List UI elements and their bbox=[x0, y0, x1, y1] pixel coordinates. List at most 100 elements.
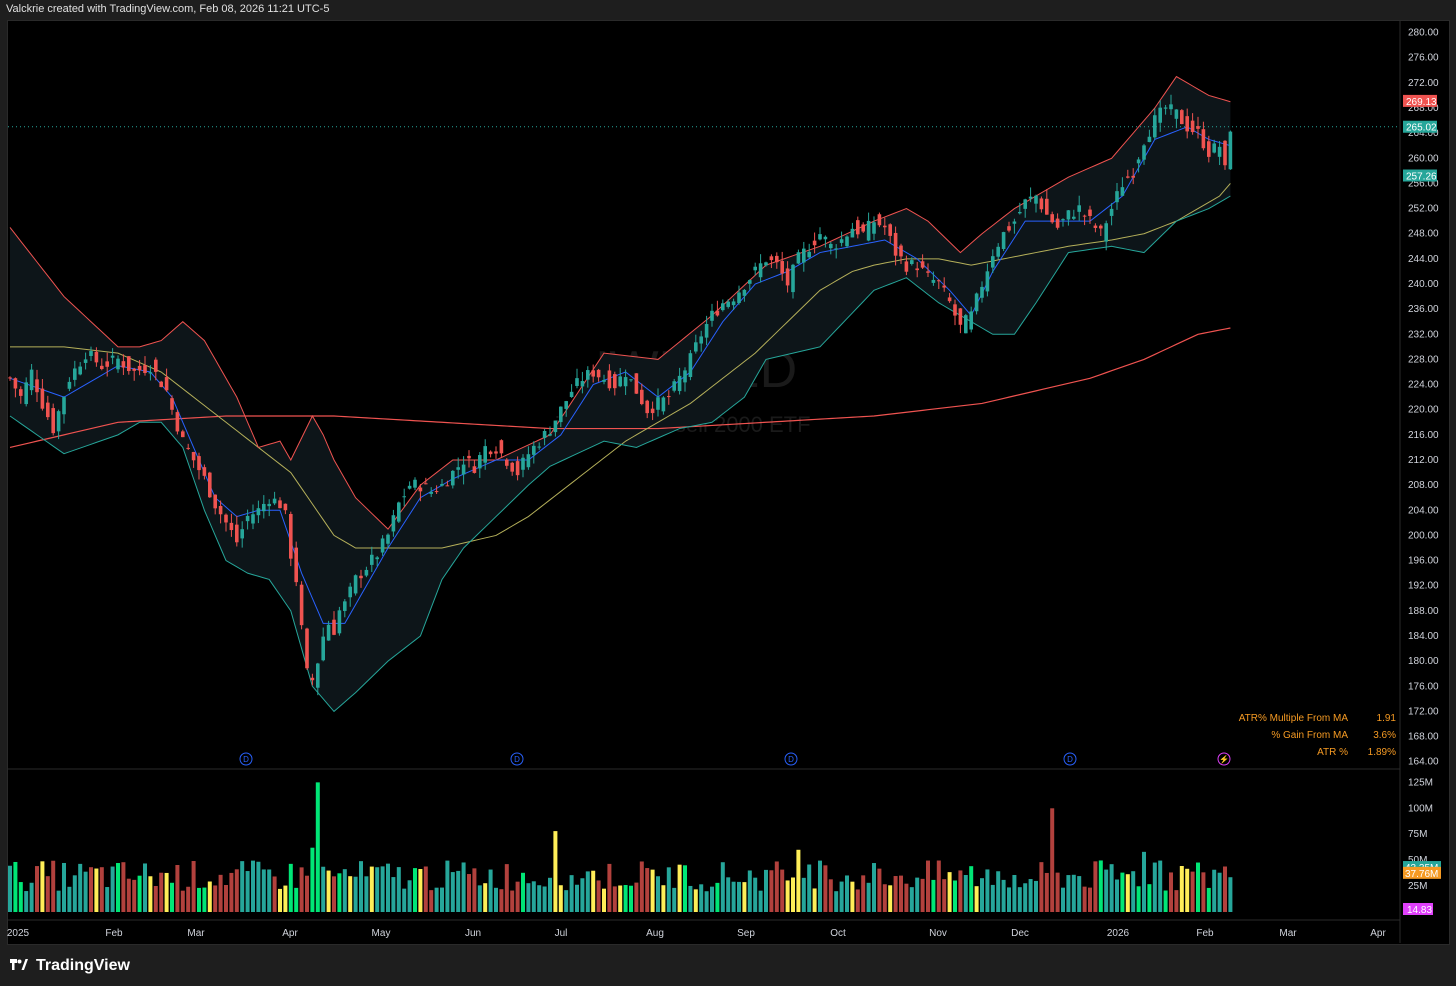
volume-bar bbox=[537, 885, 542, 912]
candle-body bbox=[640, 389, 644, 405]
volume-bar bbox=[1158, 860, 1163, 912]
tradingview-footer[interactable]: TradingView bbox=[8, 955, 130, 977]
price-tick-label: 224.00 bbox=[1408, 380, 1439, 391]
volume-bar bbox=[828, 879, 833, 912]
volume-bar bbox=[467, 874, 471, 912]
volume-bar bbox=[224, 885, 228, 912]
stat-label: % Gain From MA bbox=[1271, 730, 1348, 741]
volume-bar bbox=[515, 881, 520, 912]
candle-body bbox=[364, 569, 369, 576]
candle-body bbox=[753, 266, 757, 271]
volume-bar bbox=[969, 866, 974, 912]
volume-bar bbox=[288, 863, 293, 912]
candle-body bbox=[272, 498, 277, 504]
candle-body bbox=[694, 342, 698, 352]
candle-body bbox=[380, 538, 385, 553]
volume-bar bbox=[656, 876, 660, 912]
candle-body bbox=[505, 459, 509, 466]
candle-body bbox=[683, 370, 687, 383]
candle-body bbox=[29, 369, 34, 391]
time-tick-label: Apr bbox=[1370, 928, 1386, 939]
time-tick-label: Apr bbox=[282, 928, 298, 939]
volume-bar bbox=[94, 868, 99, 912]
earnings-marker-label: ⚡ bbox=[1219, 754, 1229, 764]
candle-body bbox=[267, 503, 271, 507]
volume-bar bbox=[980, 878, 984, 912]
volume-bar bbox=[1212, 869, 1217, 912]
volume-bar bbox=[24, 891, 29, 912]
volume-bar bbox=[531, 881, 536, 912]
volume-bar bbox=[305, 875, 309, 912]
candle-body bbox=[796, 252, 801, 264]
candle-body bbox=[181, 431, 185, 438]
candle-body bbox=[332, 619, 336, 635]
volume-bar bbox=[456, 870, 461, 912]
candle-body bbox=[532, 445, 536, 455]
time-tick-label: Sep bbox=[737, 928, 755, 939]
candle-body bbox=[1136, 159, 1141, 164]
volume-bar bbox=[1050, 808, 1055, 912]
candle-body bbox=[866, 220, 871, 241]
volume-tick-label: 50M bbox=[1408, 855, 1427, 866]
price-tick-label: 232.00 bbox=[1408, 329, 1439, 340]
candle-body bbox=[1045, 198, 1049, 215]
volume-bar bbox=[342, 869, 347, 912]
candle-body bbox=[996, 246, 1000, 257]
candle-body bbox=[823, 236, 828, 240]
candle-body bbox=[521, 457, 525, 470]
candle-body bbox=[623, 377, 628, 387]
candle-body bbox=[775, 255, 779, 263]
volume-bar bbox=[769, 870, 774, 912]
candle-body bbox=[731, 301, 736, 306]
candle-body bbox=[127, 356, 131, 372]
volume-bar bbox=[1163, 890, 1168, 912]
price-tick-label: 272.00 bbox=[1408, 78, 1439, 89]
tradingview-logo-icon bbox=[10, 959, 28, 970]
volume-bar bbox=[159, 872, 164, 912]
candle-body bbox=[89, 351, 93, 357]
candle-body bbox=[397, 502, 401, 522]
volume-bar bbox=[1174, 890, 1179, 912]
price-tick-label: 196.00 bbox=[1408, 556, 1439, 567]
candle-body bbox=[926, 271, 930, 273]
volume-bar bbox=[1152, 862, 1157, 912]
volume-bar bbox=[72, 875, 77, 912]
volume-bar bbox=[866, 882, 871, 912]
volume-bar bbox=[1136, 886, 1141, 912]
candle-body bbox=[877, 214, 882, 226]
volume-bar bbox=[580, 878, 585, 912]
candle-body bbox=[191, 451, 196, 461]
volume-bar bbox=[445, 860, 450, 912]
candle-body bbox=[488, 451, 493, 455]
volume-bar bbox=[596, 880, 601, 912]
candle-body bbox=[769, 256, 774, 261]
candle-body bbox=[634, 373, 639, 394]
volume-bar bbox=[553, 831, 558, 912]
candle-body bbox=[1223, 140, 1227, 166]
candle-body bbox=[726, 301, 730, 307]
candle-body bbox=[1217, 146, 1222, 157]
candle-body bbox=[326, 624, 331, 641]
volume-bar bbox=[353, 876, 358, 912]
candle-body bbox=[40, 388, 45, 409]
volume-bar bbox=[148, 876, 153, 912]
volume-bar bbox=[526, 883, 531, 912]
price-tick-label: 176.00 bbox=[1408, 681, 1439, 692]
candle-body bbox=[94, 351, 99, 363]
volume-bar bbox=[245, 871, 250, 912]
candle-body bbox=[958, 308, 963, 325]
volume-bar bbox=[942, 879, 947, 912]
volume-bar bbox=[234, 869, 239, 912]
volume-bar bbox=[510, 890, 515, 912]
volume-bar bbox=[116, 863, 120, 912]
volume-bar bbox=[688, 885, 693, 912]
price-tick-label: 220.00 bbox=[1408, 405, 1439, 416]
volume-bar bbox=[726, 877, 731, 912]
volume-bar bbox=[423, 866, 428, 912]
volume-bar bbox=[623, 885, 628, 912]
candle-body bbox=[1104, 223, 1108, 242]
candle-body bbox=[829, 243, 833, 249]
candle-body bbox=[240, 529, 244, 539]
candle-body bbox=[785, 268, 790, 286]
